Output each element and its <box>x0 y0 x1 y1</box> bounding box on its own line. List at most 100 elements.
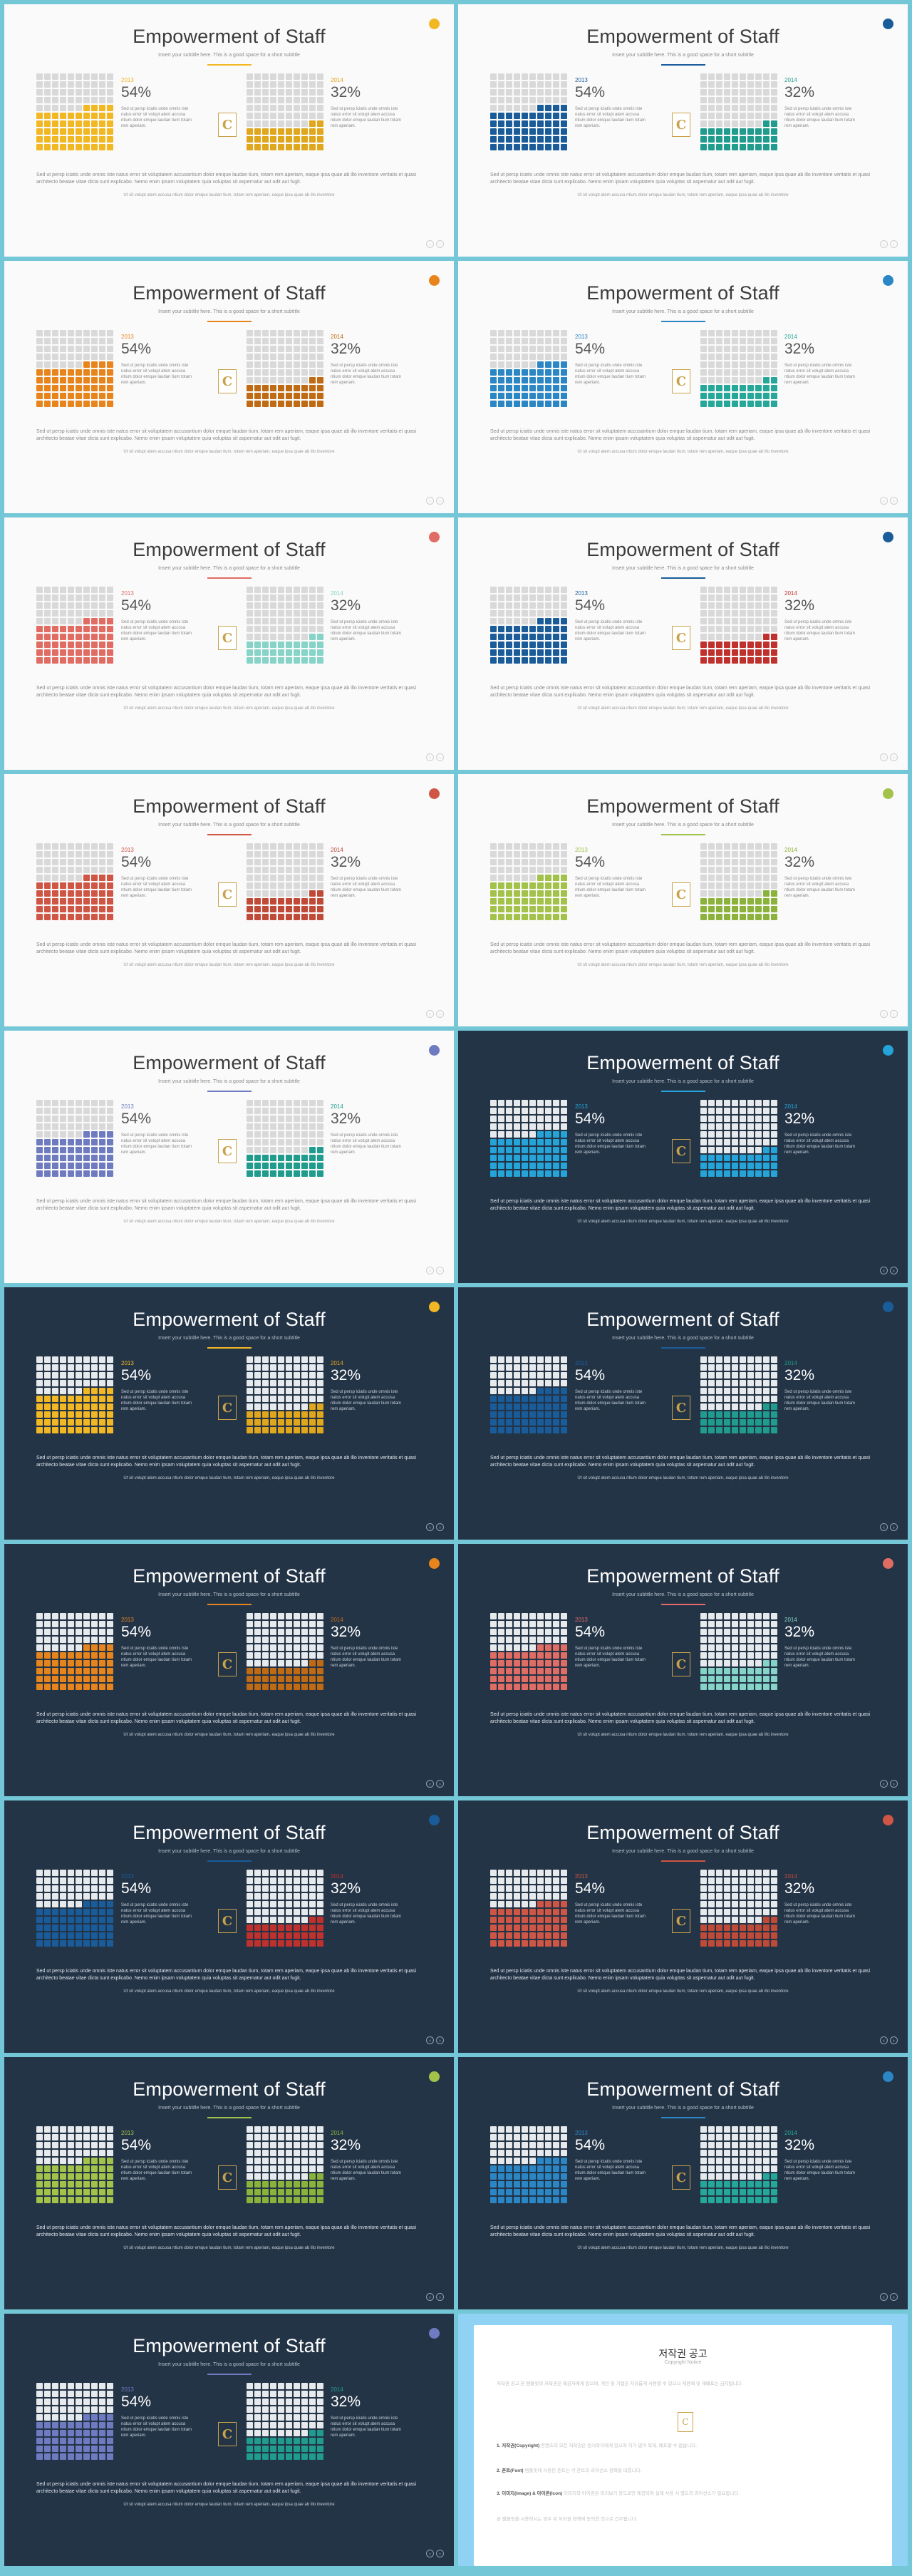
prev-arrow-icon[interactable]: ‹ <box>880 1010 888 1018</box>
prev-arrow-icon[interactable]: ‹ <box>426 2550 434 2557</box>
waffle-cell <box>60 1108 66 1114</box>
next-arrow-icon[interactable]: › <box>436 2036 444 2044</box>
brand-logo: C <box>218 2165 237 2190</box>
waffle-cell <box>537 882 544 889</box>
waffle-cell <box>247 2446 253 2452</box>
slide-thumbnail[interactable]: Empowerment of Staff Insert your subtitle… <box>458 1544 908 1796</box>
next-arrow-icon[interactable]: › <box>890 2293 898 2301</box>
waffle-cell <box>506 1427 512 1433</box>
next-arrow-icon[interactable]: › <box>890 497 898 505</box>
slide-thumbnail[interactable]: Empowerment of Staff Insert your subtitle… <box>4 1031 454 1283</box>
next-arrow-icon[interactable]: › <box>890 2036 898 2044</box>
slide-thumbnail[interactable]: Empowerment of Staff Insert your subtitle… <box>4 2057 454 2309</box>
waffle-cell <box>732 1163 738 1169</box>
waffle-cell <box>740 649 746 656</box>
waffle-cell <box>301 113 308 119</box>
waffle-cell <box>740 867 746 873</box>
slide-thumbnail[interactable]: Empowerment of Staff Insert your subtitle… <box>4 517 454 770</box>
waffle-cell <box>60 1100 66 1106</box>
prev-arrow-icon[interactable]: ‹ <box>880 1523 888 1531</box>
waffle-cell <box>317 1380 323 1386</box>
next-arrow-icon[interactable]: › <box>436 1267 444 1274</box>
waffle-cell <box>254 657 261 664</box>
waffle-cell <box>561 113 567 119</box>
waffle-cell <box>553 2173 559 2180</box>
waffle-cell <box>514 361 520 368</box>
next-arrow-icon[interactable]: › <box>436 1523 444 1531</box>
waffle-cell <box>700 401 707 407</box>
prev-arrow-icon[interactable]: ‹ <box>880 2293 888 2301</box>
waffle-cell <box>514 128 520 135</box>
prev-arrow-icon[interactable]: ‹ <box>880 2036 888 2044</box>
slide-thumbnail[interactable]: Empowerment of Staff Insert your subtitle… <box>458 774 908 1026</box>
prev-arrow-icon[interactable]: ‹ <box>426 753 434 761</box>
next-arrow-icon[interactable]: › <box>436 753 444 761</box>
slide-thumbnail[interactable]: Empowerment of Staff Insert your subtitle… <box>4 2314 454 2566</box>
waffle-cell <box>44 2126 51 2133</box>
prev-arrow-icon[interactable]: ‹ <box>880 753 888 761</box>
waffle-cell <box>537 89 544 96</box>
waffle-cell <box>771 393 777 399</box>
slide-title: Empowerment of Staff <box>586 795 779 817</box>
prev-arrow-icon[interactable]: ‹ <box>426 1523 434 1531</box>
prev-arrow-icon[interactable]: ‹ <box>426 2036 434 2044</box>
slide-nav: ‹ › <box>426 1267 444 1274</box>
waffle-cell <box>740 1644 746 1651</box>
next-arrow-icon[interactable]: › <box>890 240 898 248</box>
prev-arrow-icon[interactable]: ‹ <box>880 1780 888 1788</box>
waffle-cell <box>99 618 105 624</box>
waffle-cell <box>76 1917 82 1923</box>
waffle-cell <box>514 843 520 850</box>
next-arrow-icon[interactable]: › <box>890 753 898 761</box>
slide-thumbnail[interactable]: Empowerment of Staff Insert your subtitle… <box>458 261 908 513</box>
waffle-cell <box>763 587 770 593</box>
prev-arrow-icon[interactable]: ‹ <box>880 497 888 505</box>
slide-thumbnail[interactable]: Empowerment of Staff Insert your subtitle… <box>4 1800 454 2053</box>
waffle-cell <box>763 105 770 111</box>
waffle-cell <box>286 882 292 889</box>
next-arrow-icon[interactable]: › <box>436 497 444 505</box>
slide-thumbnail[interactable]: Empowerment of Staff Insert your subtitle… <box>4 1544 454 1796</box>
waffle-cell <box>91 1652 98 1659</box>
waffle-cell <box>262 1388 269 1394</box>
waffle-cell <box>60 369 66 376</box>
prev-arrow-icon[interactable]: ‹ <box>426 2293 434 2301</box>
next-arrow-icon[interactable]: › <box>890 1523 898 1531</box>
slide-thumbnail[interactable]: Empowerment of Staff Insert your subtitle… <box>4 1287 454 1540</box>
waffle-cell <box>747 89 754 96</box>
prev-arrow-icon[interactable]: ‹ <box>426 1780 434 1788</box>
waffle-cell <box>747 2150 754 2156</box>
slide-thumbnail[interactable]: Empowerment of Staff Insert your subtitle… <box>4 4 454 257</box>
slide-thumbnail[interactable]: Empowerment of Staff Insert your subtitle… <box>458 2057 908 2309</box>
copyright-notice-slide[interactable]: 저작권 공고 Copyright Notice 저작권 공고 본 템플릿의 저작권은… <box>458 2314 908 2566</box>
next-arrow-icon[interactable]: › <box>436 1010 444 1018</box>
waffle-cell <box>83 610 90 617</box>
prev-arrow-icon[interactable]: ‹ <box>426 1010 434 1018</box>
body-paragraph: Sed ut persp iciatis unde omnis iste nat… <box>490 1456 871 1468</box>
waffle-cell <box>763 113 770 119</box>
next-arrow-icon[interactable]: › <box>890 1010 898 1018</box>
next-arrow-icon[interactable]: › <box>436 2293 444 2301</box>
next-arrow-icon[interactable]: › <box>436 2550 444 2557</box>
next-arrow-icon[interactable]: › <box>890 1780 898 1788</box>
prev-arrow-icon[interactable]: ‹ <box>426 497 434 505</box>
prev-arrow-icon[interactable]: ‹ <box>426 1267 434 1274</box>
slide-thumbnail[interactable]: Empowerment of Staff Insert your subtitle… <box>4 774 454 1026</box>
prev-arrow-icon[interactable]: ‹ <box>426 240 434 248</box>
waffle-cell <box>301 1877 308 1884</box>
next-arrow-icon[interactable]: › <box>436 240 444 248</box>
waffle-cell <box>506 1411 512 1418</box>
prev-arrow-icon[interactable]: ‹ <box>880 240 888 248</box>
slide-thumbnail[interactable]: Empowerment of Staff Insert your subtitle… <box>458 1287 908 1540</box>
slide-thumbnail[interactable]: Empowerment of Staff Insert your subtitle… <box>458 1031 908 1283</box>
prev-arrow-icon[interactable]: ‹ <box>880 1267 888 1274</box>
next-arrow-icon[interactable]: › <box>890 1267 898 1274</box>
waffle-cell <box>763 1380 770 1386</box>
slide-thumbnail[interactable]: Empowerment of Staff Insert your subtitle… <box>458 517 908 770</box>
slide-thumbnail[interactable]: Empowerment of Staff Insert your subtitle… <box>4 261 454 513</box>
slide-thumbnail[interactable]: Empowerment of Staff Insert your subtitle… <box>458 4 908 257</box>
waffle-cell <box>553 1131 559 1138</box>
slide-thumbnail[interactable]: Empowerment of Staff Insert your subtitle… <box>458 1800 908 2053</box>
waffle-cell <box>278 914 284 920</box>
next-arrow-icon[interactable]: › <box>436 1780 444 1788</box>
